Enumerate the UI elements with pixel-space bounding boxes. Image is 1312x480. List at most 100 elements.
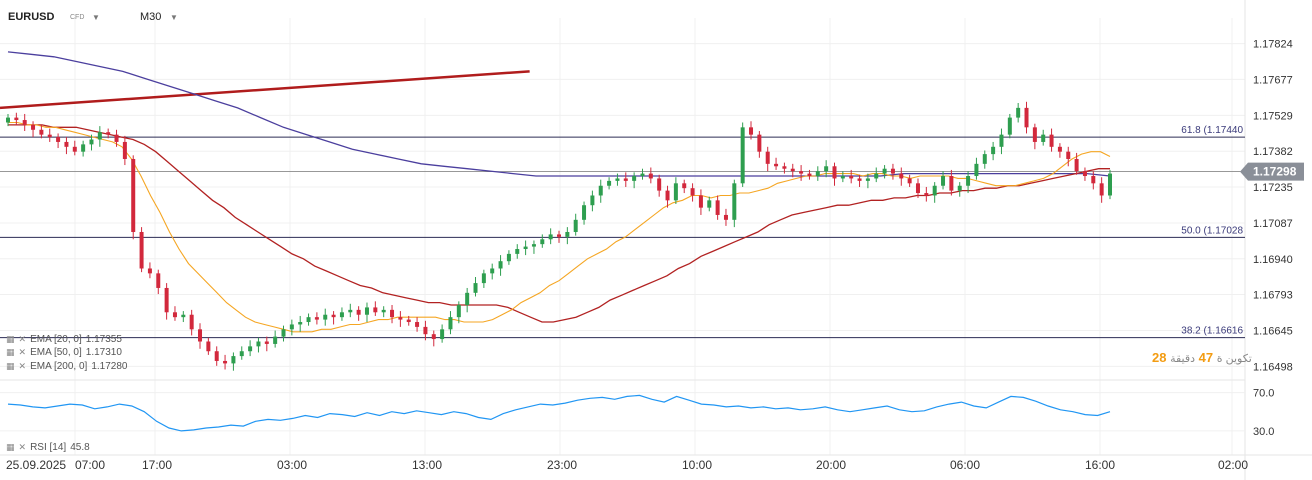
candle-body: [465, 292, 470, 305]
time-axis-tick: 07:00: [75, 458, 105, 472]
candle-body: [223, 360, 228, 364]
candle-body: [64, 141, 69, 147]
candle-body: [139, 231, 144, 269]
price-axis-tick: 1.17824: [1253, 39, 1293, 51]
candle-body: [615, 178, 620, 181]
candle-body: [757, 134, 762, 152]
candle-body: [1091, 176, 1096, 184]
candle-body: [932, 185, 937, 196]
ema20-legend-value: 1.17355: [85, 334, 122, 345]
candle-body: [732, 183, 737, 220]
candle-body: [974, 163, 979, 177]
candle-body: [390, 309, 395, 318]
candle-body: [264, 341, 269, 344]
candle-body: [707, 200, 712, 208]
price-axis-tick: 1.16645: [1253, 326, 1293, 338]
price-axis-tick: 1.17087: [1253, 218, 1293, 230]
candle-body: [540, 239, 545, 245]
ema50-legend[interactable]: ▦ ✕ EMA [50, 0] 1.17310: [6, 347, 122, 358]
trendline: [0, 70, 530, 110]
candle-body: [999, 134, 1004, 147]
close-icon[interactable]: ✕: [18, 347, 27, 357]
candle-body: [281, 329, 286, 337]
candle-body: [907, 178, 912, 184]
rsi-legend-value: 45.8: [70, 442, 90, 453]
candle-body: [874, 173, 879, 179]
current-price-tag[interactable]: 1.17298: [1240, 162, 1304, 181]
candle-body: [1057, 146, 1062, 152]
symbol-dropdown-icon[interactable]: ▼: [92, 13, 100, 22]
candle-body: [807, 173, 812, 177]
close-icon[interactable]: ✕: [18, 334, 27, 344]
candle-body: [39, 129, 44, 135]
candle-body: [582, 205, 587, 220]
time-axis-tick: 25.09.2025: [6, 458, 66, 472]
symbol-label[interactable]: EURUSD: [8, 11, 55, 23]
candle-body: [22, 120, 27, 125]
timeframe-label[interactable]: M30: [140, 11, 162, 23]
candle-body: [565, 231, 570, 237]
candle-body: [682, 183, 687, 189]
candle-body: [632, 176, 637, 181]
candle-body: [72, 146, 77, 152]
candle-body: [1024, 107, 1029, 128]
candle-body: [181, 314, 186, 318]
candle-body: [348, 309, 353, 313]
candle-body: [398, 317, 403, 320]
close-icon[interactable]: ✕: [18, 442, 27, 452]
rsi-legend[interactable]: ▦ ✕ RSI [14] 45.8: [6, 442, 90, 453]
candle-body: [665, 190, 670, 201]
candle-body: [97, 132, 102, 140]
candle-body: [131, 158, 136, 232]
candle-body: [523, 246, 528, 250]
ema20-legend-label: EMA [20, 0]: [30, 334, 82, 345]
candle-body: [381, 309, 386, 313]
candle-body: [573, 219, 578, 232]
settings-icon[interactable]: ▦: [6, 442, 15, 452]
candle-body: [490, 268, 495, 274]
settings-icon[interactable]: ▦: [6, 361, 15, 371]
overlay-note: 28 تكوين ة 47 دقيقة: [1152, 350, 1252, 365]
candle-body: [256, 341, 261, 347]
candle-body: [782, 166, 787, 169]
candle-body: [548, 234, 553, 240]
close-icon[interactable]: ✕: [18, 361, 27, 371]
timeframe-dropdown-icon[interactable]: ▼: [170, 13, 178, 22]
candle-body: [590, 195, 595, 206]
time-axis-tick: 13:00: [412, 458, 442, 472]
candle-body: [598, 185, 603, 196]
ema200-legend[interactable]: ▦ ✕ EMA [200, 0] 1.17280: [6, 361, 127, 372]
note-ar-text: دقيقة: [1170, 353, 1196, 365]
candle-body: [832, 166, 837, 179]
candle-body: [899, 173, 904, 179]
candle-body: [81, 144, 86, 152]
candle-body: [331, 314, 336, 318]
candle-body: [774, 163, 779, 167]
settings-icon[interactable]: ▦: [6, 347, 15, 357]
candle-body: [924, 193, 929, 196]
candle-body: [657, 178, 662, 191]
candle-body: [147, 268, 152, 274]
candle-body: [339, 312, 344, 318]
candle-body: [56, 137, 61, 142]
candle-body: [364, 307, 369, 315]
time-axis-tick: 02:00: [1218, 458, 1248, 472]
candle-body: [557, 234, 561, 237]
time-axis-tick: 16:00: [1085, 458, 1115, 472]
candle-body: [198, 329, 203, 342]
candle-body: [114, 134, 119, 142]
ema20-line: [8, 121, 1111, 333]
note-num2: 47: [1198, 350, 1214, 365]
time-axis-tick: 10:00: [682, 458, 712, 472]
ema20-legend[interactable]: ▦ ✕ EMA [20, 0] 1.17355: [6, 334, 122, 345]
price-axis-tick: 1.17235: [1253, 182, 1293, 194]
fib-level-label: 50.0 (1.17028: [1181, 225, 1243, 236]
candle-body: [214, 351, 219, 361]
candle-body: [991, 146, 996, 155]
settings-icon[interactable]: ▦: [6, 334, 15, 344]
candle-body: [481, 273, 486, 284]
candle-body: [47, 134, 52, 138]
candle-body: [473, 283, 478, 293]
candle-body: [306, 317, 311, 323]
